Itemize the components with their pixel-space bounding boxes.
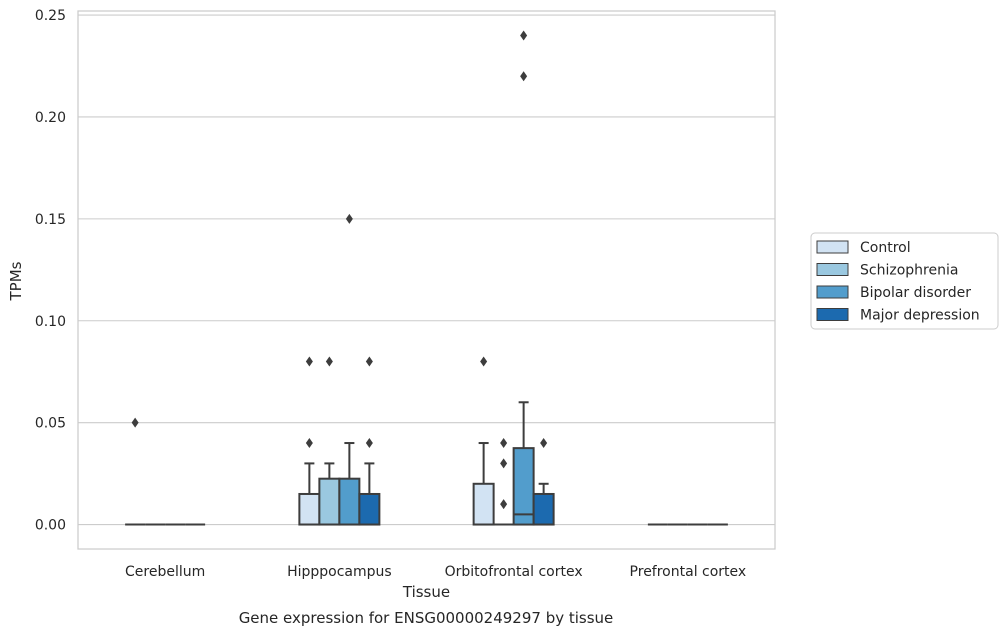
- x-tick-label: Cerebellum: [125, 564, 205, 580]
- box-major-depression: [532, 438, 555, 526]
- box-body: [358, 492, 381, 526]
- box-body: [472, 482, 495, 526]
- y-tick-label: 0.05: [35, 416, 66, 432]
- box-body: [512, 447, 535, 526]
- legend-swatch: [816, 285, 849, 299]
- outlier-point: [500, 499, 508, 510]
- y-tick-label: 0.20: [35, 110, 66, 126]
- legend-swatch: [816, 240, 849, 254]
- x-tick-labels: Cerebellum Hipppocampus Orbitofrontal cort…: [125, 564, 746, 580]
- box-bipolar-disorder: [338, 213, 361, 526]
- box-control: [472, 356, 495, 526]
- y-tick-label: 0.25: [35, 8, 66, 24]
- legend-swatch: [816, 263, 849, 276]
- box-schizophrenia: [318, 356, 341, 526]
- box-body: [318, 477, 341, 526]
- outlier-point: [520, 71, 528, 82]
- outlier-point: [480, 356, 488, 367]
- outlier-point: [520, 30, 528, 41]
- box-body: [298, 492, 321, 526]
- outlier-point: [500, 438, 508, 449]
- legend-label: Schizophrenia: [860, 263, 958, 279]
- outlier-point: [305, 356, 313, 367]
- legend: Control Schizophrenia Bipolar disorder Majo…: [810, 232, 999, 330]
- boxes: [125, 30, 728, 526]
- legend-label: Bipolar disorder: [860, 285, 971, 301]
- legend-frame: [810, 232, 999, 330]
- box-body: [338, 477, 361, 526]
- y-tick-labels: 0.00 0.05 0.10 0.15 0.20 0.25: [35, 8, 66, 533]
- legend-label: Control: [860, 240, 911, 256]
- legend-label: Major depression: [860, 308, 980, 324]
- outlier-point: [365, 356, 373, 367]
- box-control: [298, 356, 321, 526]
- y-tick-label: 0.10: [35, 314, 66, 330]
- x-tick-label: Hipppocampus: [287, 564, 392, 580]
- plot-frame: [77, 10, 776, 550]
- plot-background: [78, 11, 775, 549]
- box-control: [125, 417, 146, 526]
- x-axis-label: Tissue: [402, 583, 450, 601]
- y-tick-label: 0.00: [35, 518, 66, 534]
- outlier-point: [345, 213, 353, 224]
- box-bipolar-disorder: [512, 30, 535, 526]
- outlier-point: [325, 356, 333, 367]
- x-tick-label: Prefrontal cortex: [630, 564, 747, 580]
- x-tick-label: Orbitofrontal cortex: [445, 564, 583, 580]
- y-tick-label: 0.15: [35, 212, 66, 228]
- box-body: [532, 492, 555, 526]
- outlier-point: [540, 438, 548, 449]
- outlier-point: [131, 417, 139, 428]
- y-axis-label: TPMs: [7, 261, 25, 301]
- figure-caption: Gene expression for ENSG00000249297 by t…: [239, 609, 614, 627]
- outlier-point: [500, 458, 508, 469]
- box-major-depression: [358, 356, 381, 526]
- box-schizophrenia: [493, 438, 514, 526]
- outlier-point: [305, 438, 313, 449]
- outlier-point: [365, 438, 373, 449]
- legend-swatch: [816, 308, 849, 321]
